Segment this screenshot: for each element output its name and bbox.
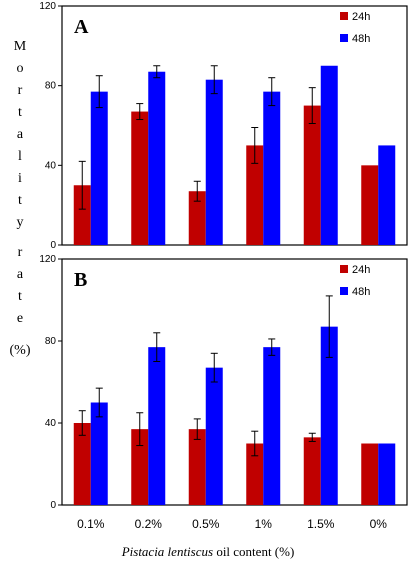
y-axis-label-letter: r bbox=[18, 83, 23, 98]
bar-24h-0% bbox=[361, 443, 379, 505]
panel-b: 0 40 80 120 B 24h 48h bbox=[39, 254, 408, 511]
bar-24h-0% bbox=[361, 165, 379, 245]
legend-label-24h: 24h bbox=[352, 11, 370, 23]
bar-24h-1.5% bbox=[303, 105, 321, 245]
bar-48h-0.2% bbox=[148, 347, 166, 505]
bar-24h-0.2% bbox=[131, 429, 149, 505]
y-axis-label-letter: o bbox=[17, 61, 24, 76]
x-category-label: 0.5% bbox=[192, 517, 220, 531]
legend-swatch-48h bbox=[340, 34, 348, 42]
legend-label-48h: 48h bbox=[352, 286, 370, 298]
y-axis-label-letter: i bbox=[18, 171, 22, 186]
bar-24h-1% bbox=[246, 443, 264, 505]
bar-48h-1.5% bbox=[320, 65, 338, 245]
y-tick-label: 120 bbox=[39, 1, 56, 12]
legend-swatch-24h bbox=[340, 12, 348, 20]
bar-48h-0.1% bbox=[90, 91, 108, 246]
y-axis-label-unit: (%) bbox=[10, 343, 31, 358]
y-axis-label-letter: M bbox=[14, 39, 27, 54]
y-tick-label: 80 bbox=[45, 81, 57, 92]
bar-48h-0% bbox=[378, 443, 396, 505]
y-axis-label-letter: t bbox=[18, 289, 22, 304]
bar-24h-0.1% bbox=[73, 185, 91, 245]
bar-48h-0% bbox=[378, 145, 396, 245]
bar-24h-0.1% bbox=[73, 423, 91, 505]
legend-swatch-48h bbox=[340, 287, 348, 295]
x-category-label: 1.5% bbox=[307, 517, 335, 531]
x-axis-label: Pistacia lentiscus oil content (%) bbox=[121, 544, 295, 559]
y-tick-label: 0 bbox=[50, 500, 56, 511]
y-axis-label-letter: e bbox=[17, 311, 23, 326]
bar-48h-1% bbox=[263, 347, 281, 505]
y-tick-label: 120 bbox=[39, 254, 56, 265]
panel-label: B bbox=[74, 269, 87, 291]
panel-a: 0 40 80 120 A 24h 48h bbox=[39, 1, 408, 251]
bar-24h-0.2% bbox=[131, 111, 149, 245]
x-axis-label-rest: oil content (%) bbox=[213, 544, 294, 559]
bar-24h-0.5% bbox=[188, 429, 206, 505]
y-axis-label-letter: t bbox=[18, 193, 22, 208]
y-tick-label: 40 bbox=[45, 418, 57, 429]
bar-24h-0.5% bbox=[188, 191, 206, 245]
bar-48h-1.5% bbox=[320, 326, 338, 505]
legend-label-48h: 48h bbox=[352, 33, 370, 45]
y-axis-label-letter: y bbox=[17, 215, 24, 230]
bar-48h-0.5% bbox=[205, 367, 223, 505]
x-category-labels: 0.1% 0.2% 0.5% 1% 1.5% 0% bbox=[77, 517, 387, 531]
legend-swatch-24h bbox=[340, 265, 348, 273]
y-tick-label: 0 bbox=[50, 240, 56, 251]
plot-frame bbox=[61, 5, 408, 246]
y-axis-label-letter: a bbox=[17, 267, 24, 282]
plot-frame bbox=[61, 258, 408, 506]
bar-48h-1% bbox=[263, 91, 281, 246]
x-category-label: 0% bbox=[370, 517, 388, 531]
x-category-label: 0.2% bbox=[135, 517, 163, 531]
legend-label-24h: 24h bbox=[352, 264, 370, 276]
x-category-label: 0.1% bbox=[77, 517, 105, 531]
bar-24h-1.5% bbox=[303, 437, 321, 505]
y-tick-label: 40 bbox=[45, 160, 57, 171]
bar-48h-0.5% bbox=[205, 79, 223, 245]
y-tick-label: 80 bbox=[45, 336, 57, 347]
bar-24h-1% bbox=[246, 145, 264, 245]
y-axis-label-letter: r bbox=[18, 245, 23, 260]
y-axis-label-letter: t bbox=[18, 105, 22, 120]
panel-label: A bbox=[74, 16, 89, 38]
x-category-label: 1% bbox=[255, 517, 273, 531]
bar-48h-0.1% bbox=[90, 402, 108, 505]
y-axis-label-letter: l bbox=[18, 149, 22, 164]
bar-48h-0.2% bbox=[148, 71, 166, 245]
x-axis-label-italic: Pistacia lentiscus bbox=[121, 544, 213, 559]
y-axis-label-letter: a bbox=[17, 127, 24, 142]
